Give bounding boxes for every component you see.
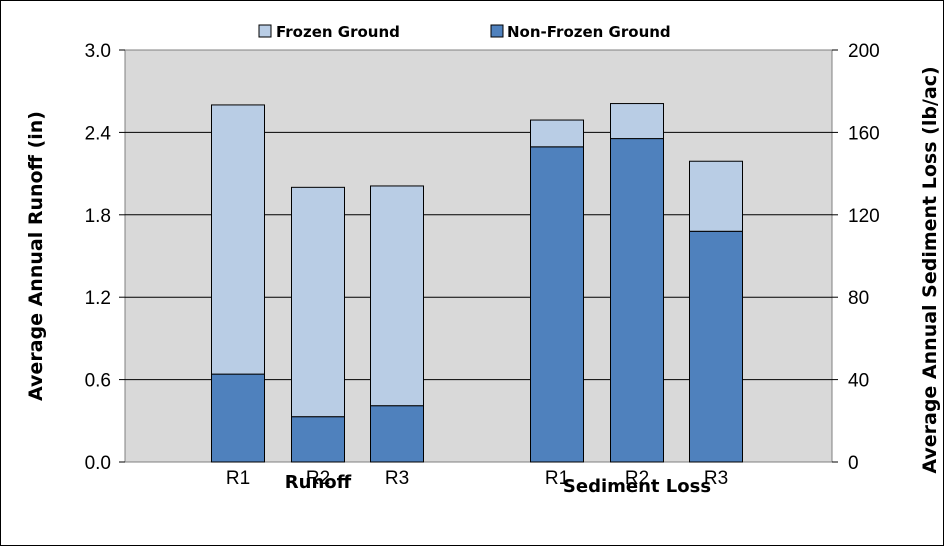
legend-swatch-nonfrozen — [490, 24, 504, 38]
left-tick-label: 2.4 — [85, 123, 112, 144]
legend-swatch-frozen — [258, 24, 272, 38]
legend-label-nonfrozen: Non-Frozen Ground — [507, 23, 671, 41]
left-tick-label: 0.6 — [85, 371, 111, 392]
right-axis-title: Average Annual Sediment Loss (lb/ac) — [919, 66, 941, 473]
bar-nonfrozen-runoff-r3 — [370, 405, 424, 463]
right-tick-label: 160 — [848, 123, 880, 144]
left-tick-label: 1.2 — [85, 288, 111, 309]
x-tick-label: R3 — [704, 468, 728, 489]
legend-label-frozen: Frozen Ground — [276, 23, 400, 41]
right-tick-label: 80 — [848, 288, 869, 309]
group-title-runoff: Runoff — [285, 472, 352, 493]
left-tick-label: 3.0 — [85, 41, 111, 62]
legend: Frozen Ground Non-Frozen Ground — [258, 23, 671, 41]
bar-frozen-runoff-r3 — [370, 185, 424, 407]
bar-frozen-sediment-loss-r2 — [610, 103, 664, 140]
tick-labels: 0.0 0 0.6 40 1.2 80 1.8 120 2.4 160 3.0 200 R1 R2 R3 R1… — [85, 41, 880, 489]
right-tick-label: 40 — [848, 371, 869, 392]
left-tick-label: 0.0 — [85, 453, 111, 474]
bar-nonfrozen-runoff-r1 — [211, 373, 265, 463]
x-tick-label: R1 — [226, 468, 250, 489]
group-title-sediment-loss: Sediment Loss — [563, 476, 711, 497]
x-tick-label: R1 — [545, 468, 569, 489]
x-tick-label: R3 — [385, 468, 409, 489]
bar-nonfrozen-sediment-loss-r2 — [610, 138, 664, 463]
bar-nonfrozen-sediment-loss-r1 — [530, 146, 584, 463]
bar-frozen-runoff-r2 — [291, 186, 345, 418]
x-tick-label: R2 — [625, 468, 649, 489]
left-tick-label: 1.8 — [85, 206, 111, 227]
bar-nonfrozen-sediment-loss-r3 — [689, 230, 743, 463]
bar-nonfrozen-runoff-r2 — [291, 416, 345, 463]
right-tick-label: 0 — [848, 453, 859, 474]
x-tick-label: R2 — [306, 468, 330, 489]
left-axis-title: Average Annual Runoff (in) — [25, 111, 47, 401]
right-tick-label: 200 — [848, 41, 880, 62]
bar-frozen-sediment-loss-r1 — [530, 119, 584, 148]
bars — [211, 103, 743, 463]
right-tick-label: 120 — [848, 206, 880, 227]
bar-frozen-runoff-r1 — [211, 104, 265, 375]
bar-frozen-sediment-loss-r3 — [689, 160, 743, 232]
